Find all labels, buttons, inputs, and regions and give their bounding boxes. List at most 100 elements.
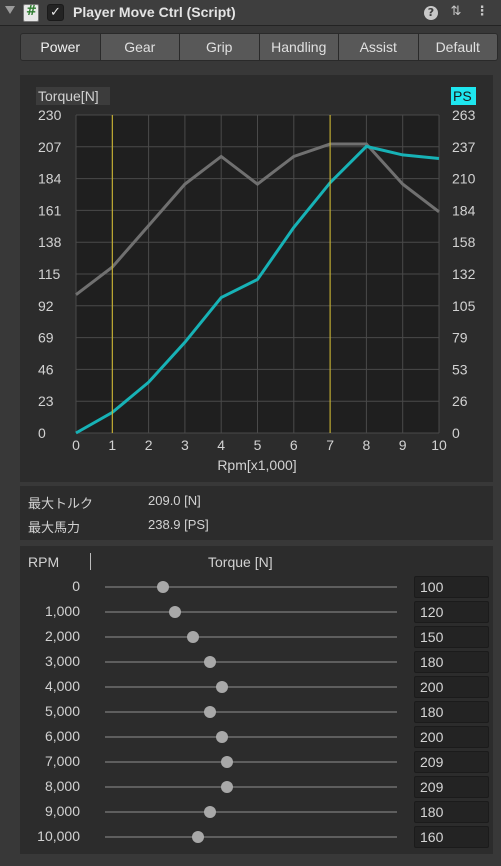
help-icon[interactable]: ? — [424, 6, 438, 20]
y-right-tick-label: 263 — [452, 107, 476, 123]
tab-gear[interactable]: Gear — [99, 33, 180, 61]
torque-axis-title-bg — [36, 87, 110, 105]
max-torque-label: 最大トルク — [28, 497, 94, 512]
y-left-tick-label: 207 — [38, 139, 62, 155]
stats-panel: 最大トルク 209.0 [N] 最大馬力 238.9 [PS] — [20, 486, 493, 540]
torque-slider-thumb[interactable] — [186, 631, 199, 643]
torque-slider-thumb[interactable] — [215, 681, 228, 693]
torque-value-field[interactable]: 180 — [414, 701, 489, 723]
torque-value-field[interactable]: 150 — [414, 626, 489, 648]
x-tick-label: 6 — [290, 437, 298, 453]
script-icon — [23, 4, 39, 22]
rpm-label: 4,000 — [44, 678, 80, 694]
torque-slider-track[interactable] — [105, 611, 397, 613]
torque-slider-thumb[interactable] — [221, 781, 234, 793]
torque-axis-title: Torque[N] — [38, 88, 99, 104]
torque-value-field[interactable]: 120 — [414, 601, 489, 623]
torque-slider-track[interactable] — [105, 836, 397, 838]
torque-table: RPM Torque [N] 0 100 1,000 120 2,000 150 3,000… — [20, 546, 493, 854]
component-header: ✓ Player Move Ctrl (Script) ? ⇅ ⋮ — [0, 0, 501, 26]
rpm-label: 6,000 — [44, 728, 80, 744]
x-tick-label: 1 — [108, 437, 116, 453]
torque-row: 6,000 200 — [20, 724, 493, 749]
torque-slider-track[interactable] — [105, 761, 397, 763]
rpm-label: 0 — [72, 578, 80, 594]
torque-value-field[interactable]: 200 — [414, 676, 489, 698]
y-left-tick-label: 46 — [38, 361, 54, 377]
tab-power[interactable]: Power — [20, 33, 101, 61]
component-title: Player Move Ctrl (Script) — [73, 4, 236, 20]
x-tick-label: 9 — [399, 437, 407, 453]
torque-row: 10,000 160 — [20, 824, 493, 849]
foldout-triangle-icon[interactable] — [5, 6, 15, 14]
torque-value-field[interactable]: 180 — [414, 651, 489, 673]
torque-slider-thumb[interactable] — [204, 706, 217, 718]
torque-value-field[interactable]: 200 — [414, 726, 489, 748]
torque-slider-thumb[interactable] — [221, 756, 234, 768]
y-left-tick-label: 138 — [38, 234, 62, 250]
torque-power-chart: 230 207 184 161 138 115 92 69 46 23 0 263 237 210 184 1… — [20, 75, 493, 482]
enabled-checkbox[interactable]: ✓ — [47, 4, 64, 21]
torque-row: 7,000 209 — [20, 749, 493, 774]
torque-slider-thumb[interactable] — [169, 606, 182, 618]
torque-column-header: Torque [N] — [208, 554, 273, 570]
y-left-tick-label: 115 — [38, 266, 61, 282]
torque-slider-thumb[interactable] — [215, 731, 228, 743]
torque-slider-thumb[interactable] — [157, 581, 170, 593]
max-power-value: 238.9 [PS] — [148, 517, 209, 532]
torque-row: 9,000 180 — [20, 799, 493, 824]
y-left-tick-label: 92 — [38, 298, 54, 314]
tab-default[interactable]: Default — [417, 33, 498, 61]
torque-series-line — [75, 142, 440, 296]
rpm-label: 3,000 — [44, 653, 80, 669]
torque-value-field[interactable]: 209 — [414, 751, 489, 773]
torque-slider-track[interactable] — [105, 661, 397, 663]
y-right-tick-label: 53 — [452, 361, 468, 377]
torque-row: 1,000 120 — [20, 599, 493, 624]
torque-row: 5,000 180 — [20, 699, 493, 724]
ps-axis-badge — [451, 87, 476, 105]
x-tick-label: 5 — [254, 437, 262, 453]
torque-slider-thumb[interactable] — [204, 656, 217, 668]
max-power-label: 最大馬力 — [28, 521, 81, 536]
x-tick-label: 0 — [72, 437, 80, 453]
tab-grip[interactable]: Grip — [179, 33, 260, 61]
torque-slider-thumb[interactable] — [192, 831, 205, 843]
chart-svg: 2302071841611381159269462302632372101841… — [36, 87, 476, 473]
y-left-tick-label: 23 — [38, 393, 54, 409]
y-right-tick-label: 210 — [452, 171, 476, 187]
torque-slider-track[interactable] — [105, 686, 397, 688]
power-series-line — [75, 144, 440, 435]
y-right-tick-label: 0 — [452, 425, 460, 441]
torque-row: 4,000 200 — [20, 674, 493, 699]
torque-slider-track[interactable] — [105, 586, 397, 588]
y-left-tick-label: 161 — [38, 202, 62, 218]
rpm-column-header: RPM — [28, 554, 60, 570]
torque-row: 2,000 150 — [20, 624, 493, 649]
rpm-label: 9,000 — [44, 803, 80, 819]
torque-value-field[interactable]: 209 — [414, 776, 489, 798]
rpm-label: 2,000 — [44, 628, 80, 644]
tab-handling[interactable]: Handling — [258, 33, 339, 61]
ps-axis-title: PS — [453, 88, 472, 104]
y-right-tick-label: 105 — [452, 298, 476, 314]
context-menu-icon[interactable]: ⋮ — [475, 4, 489, 19]
tab-assist[interactable]: Assist — [338, 33, 419, 61]
preset-icon[interactable]: ⇅ — [450, 4, 462, 19]
torque-slider-track[interactable] — [105, 786, 397, 788]
torque-slider-track[interactable] — [105, 636, 397, 638]
torque-slider-track[interactable] — [105, 811, 397, 813]
rpm-label: 7,000 — [44, 753, 80, 769]
x-tick-label: 4 — [217, 437, 225, 453]
torque-value-field[interactable]: 100 — [414, 576, 489, 598]
torque-row: 0 100 — [20, 574, 493, 599]
torque-slider-thumb[interactable] — [204, 806, 217, 818]
torque-slider-track[interactable] — [105, 736, 397, 738]
torque-value-field[interactable]: 160 — [414, 826, 489, 848]
y-left-tick-label: 230 — [38, 107, 62, 123]
y-right-tick-label: 79 — [452, 330, 468, 346]
torque-value-field[interactable]: 180 — [414, 801, 489, 823]
y-right-tick-label: 237 — [452, 139, 476, 155]
rpm-label: 10,000 — [37, 828, 80, 844]
torque-slider-track[interactable] — [105, 711, 397, 713]
